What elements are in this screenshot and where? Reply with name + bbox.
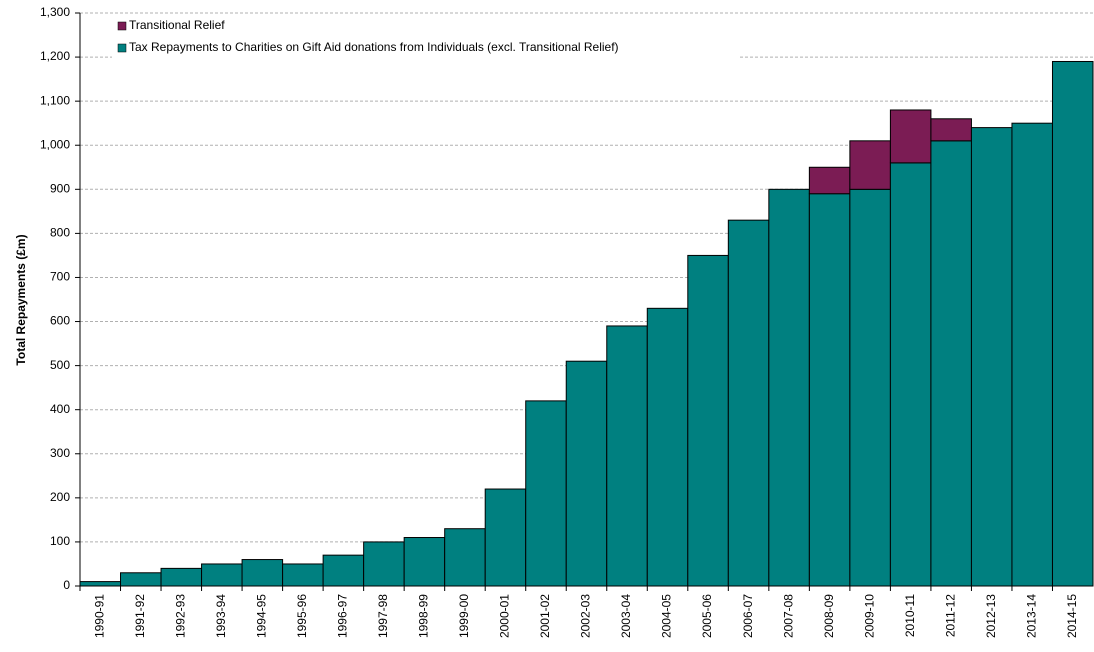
legend-label: Tax Repayments to Charities on Gift Aid …: [129, 40, 619, 54]
x-tick-label: 1999-00: [457, 594, 471, 638]
bar-segment: [444, 528, 486, 587]
bar-segment: [201, 563, 243, 587]
y-tick-label: 300: [50, 446, 70, 460]
x-tick-label: 1998-99: [417, 594, 431, 638]
y-tick-label: 800: [50, 226, 70, 240]
bar-segment: [403, 537, 446, 587]
bar-segment: [606, 325, 648, 587]
bar-segment: [565, 360, 608, 587]
bar-segment: [79, 581, 122, 587]
x-tick-label: 2003-04: [619, 594, 633, 638]
y-tick-label: 600: [50, 314, 70, 328]
x-tick-label: 2007-08: [781, 594, 795, 638]
bar-segment: [930, 118, 972, 142]
x-tick-label: 2010-11: [903, 594, 917, 637]
y-tick-label: 400: [50, 402, 70, 416]
x-tick-label: 2014-15: [1065, 594, 1079, 638]
bar-segment: [808, 193, 851, 587]
x-tick-label: 2006-07: [741, 594, 755, 638]
bar-segment: [889, 109, 932, 164]
y-tick-label: 1,000: [40, 137, 70, 151]
x-tick-label: 2013-14: [1024, 594, 1038, 638]
bar-segment: [363, 541, 405, 587]
bar-segment: [687, 254, 729, 587]
x-tick-label: 2008-09: [822, 594, 836, 638]
y-tick-label: 700: [50, 270, 70, 284]
bar-segment: [322, 554, 365, 587]
bar-segment: [282, 563, 324, 587]
y-axis-title: Total Repayments (£m): [14, 234, 28, 365]
x-tick-label: 1997-98: [376, 594, 390, 638]
bar-segment: [808, 166, 851, 195]
bar-segment: [849, 140, 891, 190]
bar-segment: [889, 162, 932, 587]
bar-segment: [160, 567, 203, 587]
x-tick-label: 2009-10: [862, 594, 876, 638]
x-tick-label: 2005-06: [700, 594, 714, 638]
bar-segment: [1051, 60, 1094, 587]
bar-segment: [484, 488, 527, 587]
bar-segment: [849, 188, 891, 587]
x-tick-label: 2011-12: [943, 594, 957, 637]
y-tick-label: 100: [50, 534, 70, 548]
bar-segment: [1011, 122, 1053, 587]
legend-box: [112, 16, 738, 60]
x-tick-label: 1996-97: [336, 594, 350, 638]
y-tick-label: 900: [50, 181, 70, 195]
legend-swatch: [117, 43, 127, 53]
x-tick-label: 2002-03: [579, 594, 593, 638]
bar-segment: [768, 188, 810, 587]
bar-segment: [646, 307, 689, 587]
bar-segment: [930, 140, 972, 587]
bar-segment: [120, 572, 162, 587]
legend-label: Transitional Relief: [129, 18, 225, 32]
x-tick-label: 1990-91: [92, 594, 106, 638]
x-tick-label: 2000-01: [498, 594, 512, 638]
legend-swatch: [117, 21, 127, 31]
x-tick-label: 1995-96: [295, 594, 309, 638]
y-tick-label: 1,100: [40, 93, 70, 107]
x-tick-label: 1993-94: [214, 594, 228, 638]
y-tick-label: 1,300: [40, 5, 70, 19]
bar-segment: [727, 219, 770, 587]
bar-segment: [241, 559, 284, 587]
bar-segment: [525, 400, 567, 587]
x-tick-label: 2004-05: [660, 594, 674, 638]
y-tick-label: 500: [50, 358, 70, 372]
bar-segment: [970, 127, 1013, 587]
x-tick-label: 2012-13: [984, 594, 998, 638]
y-tick-label: 200: [50, 490, 70, 504]
x-tick-label: 1992-93: [173, 594, 187, 638]
y-tick-label: 1,200: [40, 49, 70, 63]
x-tick-label: 1991-92: [133, 594, 147, 638]
y-tick-label: 0: [63, 578, 70, 592]
x-tick-label: 1994-95: [255, 594, 269, 638]
x-tick-label: 2001-02: [538, 594, 552, 638]
